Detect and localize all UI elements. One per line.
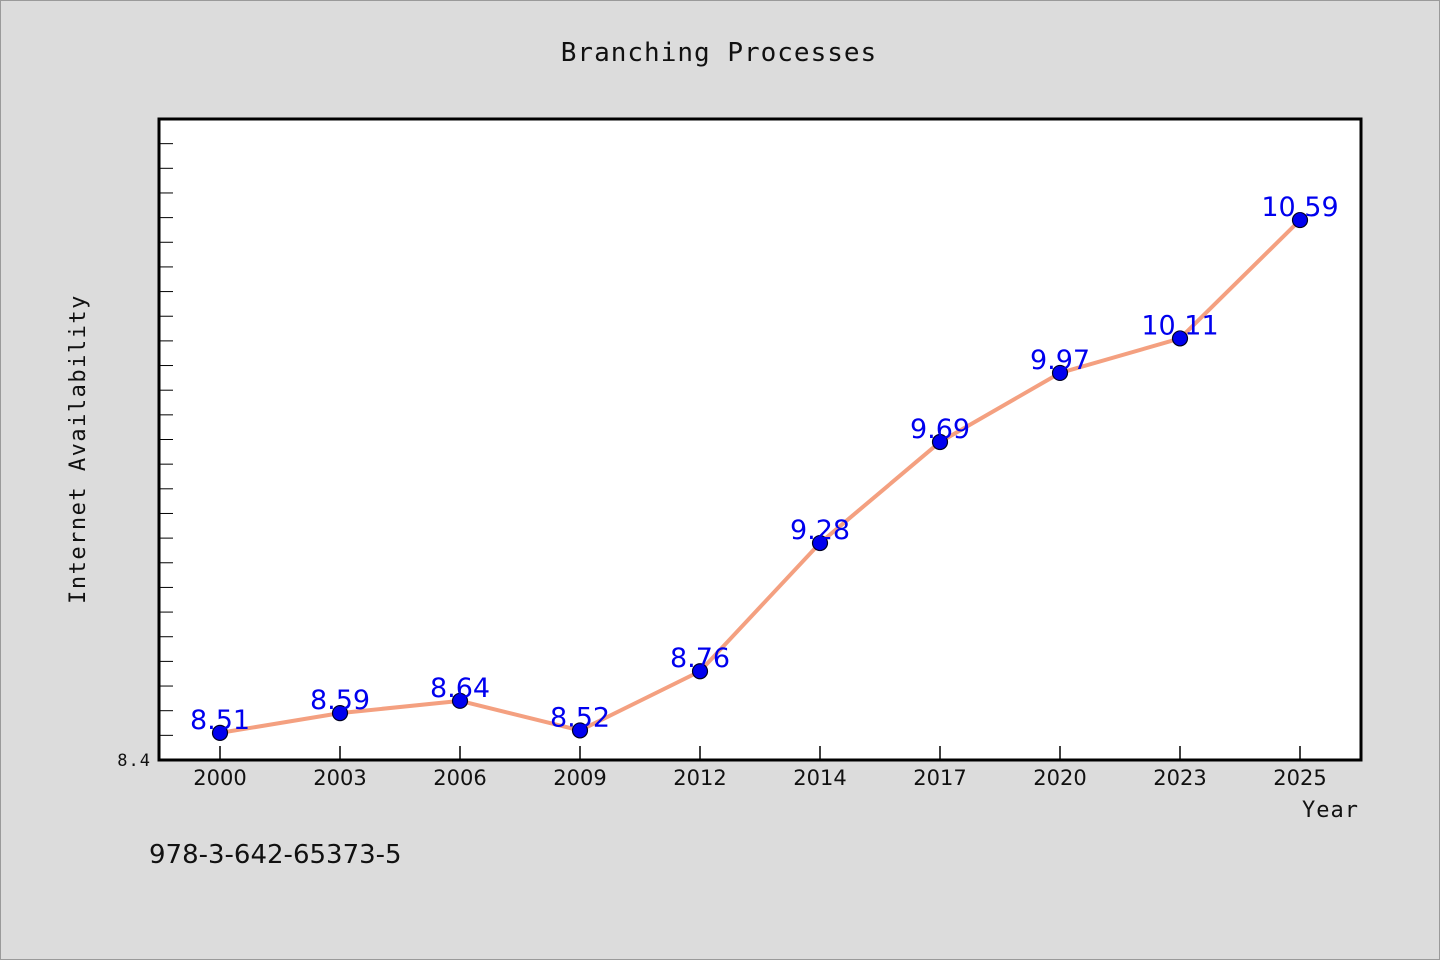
x-tick-label: 2025	[1273, 766, 1326, 790]
x-tick-label: 2023	[1153, 766, 1206, 790]
y-axis-label: Internet Availability	[66, 294, 91, 604]
data-label: 9.28	[790, 515, 850, 546]
data-label: 8.52	[550, 702, 610, 733]
data-label: 9.97	[1030, 345, 1090, 376]
data-point	[1051, 364, 1069, 382]
chart-title: Branching Processes	[561, 38, 877, 68]
x-tick-label: 2006	[433, 766, 486, 790]
x-tick-label: 2014	[793, 766, 846, 790]
data-point	[451, 692, 469, 709]
x-axis-label: Year	[1302, 798, 1359, 823]
data-point	[931, 433, 949, 451]
y-tick-label: 8.4	[117, 751, 151, 771]
data-point	[331, 705, 349, 722]
data-label: 8.64	[430, 673, 490, 704]
series-line	[218, 218, 1302, 735]
data-point	[211, 724, 229, 741]
x-axis-tick-labels: 2000 2003 2006 2009 2012 2014 2017 2020 2023 2025	[193, 766, 1326, 790]
y-axis-tick-labels: 8.4	[117, 751, 151, 771]
isbn-text: 978-3-642-65373-5	[149, 840, 402, 870]
data-label: 8.59	[310, 685, 370, 716]
data-point	[811, 534, 829, 552]
data-label: 9.69	[910, 414, 970, 445]
plot-area	[157, 117, 1363, 762]
x-tick-label: 2020	[1033, 766, 1086, 790]
series-group	[218, 218, 1302, 735]
data-label: 10.11	[1141, 310, 1218, 341]
marker-group	[211, 211, 1309, 741]
data-label-group: 8.51 8.59 8.64 8.52 8.76 9.28 9.69 9.97 10.11 10.…	[190, 192, 1339, 736]
x-axis-ticks	[219, 746, 1301, 760]
x-tick-label: 2003	[313, 766, 366, 790]
x-tick-label: 2000	[193, 766, 246, 790]
data-point	[1171, 330, 1189, 347]
data-point	[571, 722, 589, 739]
x-tick-label: 2012	[673, 766, 726, 790]
y-axis-ticks	[159, 143, 173, 761]
data-label: 10.59	[1261, 192, 1338, 223]
x-tick-label: 2017	[913, 766, 966, 790]
data-point	[691, 663, 709, 680]
data-point	[1291, 211, 1309, 229]
data-label: 8.51	[190, 705, 250, 736]
data-label: 8.76	[670, 643, 730, 674]
x-tick-label: 2009	[553, 766, 606, 790]
